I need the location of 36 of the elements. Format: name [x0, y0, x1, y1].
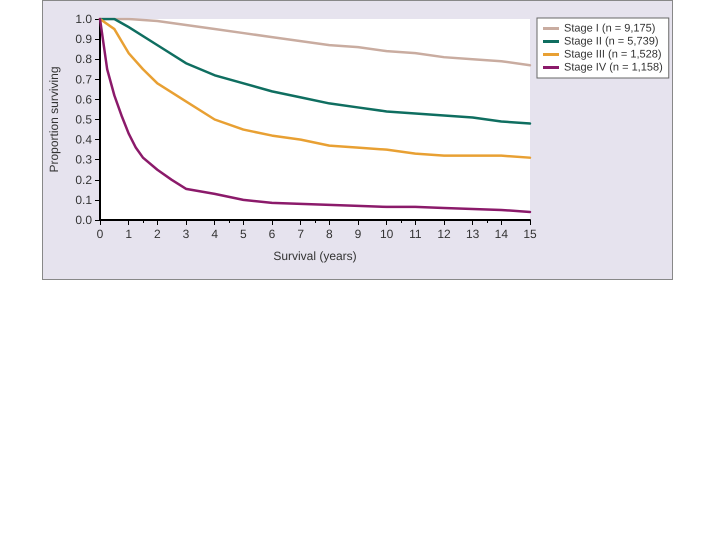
y-tick-label: 0.4	[75, 132, 92, 147]
y-tick-label: 0.6	[75, 92, 92, 106]
x-tick-label: 3	[182, 227, 190, 241]
legend-label: Stage IV (n = 1,158)	[564, 62, 663, 74]
x-tick-label: 9	[354, 227, 362, 241]
legend-label: Stage III (n = 1,528)	[564, 48, 662, 60]
x-tick-label: 8	[326, 227, 333, 241]
x-tick-label: 10	[380, 227, 394, 241]
x-tick-label: 4	[211, 227, 218, 241]
line-series	[98, 18, 532, 214]
y-tick-label: 0.2	[75, 172, 92, 187]
y-axis-title: Proportion surviving	[47, 66, 61, 173]
x-tick-label: 6	[268, 227, 276, 241]
x-tick-label: 15	[523, 227, 537, 241]
x-tick-label: 1	[125, 227, 132, 241]
x-tick-label: 11	[409, 227, 422, 241]
y-tick-label: 0.8	[75, 52, 92, 66]
y-tick-label: 0.9	[75, 32, 92, 46]
line-series	[98, 18, 532, 159]
y-tick-label: 0.3	[75, 152, 92, 167]
y-tick-label: 1.0	[75, 12, 92, 26]
x-tick-label: 14	[494, 227, 508, 241]
y-tick-label: 0.5	[75, 112, 92, 126]
y-tick-label: 0.0	[75, 213, 92, 227]
x-tick-label: 0	[96, 227, 104, 241]
x-tick-label: 13	[466, 227, 480, 241]
x-axis-title: Survival (years)	[273, 249, 357, 263]
legend-label: Stage II (n = 5,739)	[564, 36, 658, 48]
line-series	[98, 18, 532, 125]
x-tick-label: 12	[437, 227, 451, 241]
x-tick-label: 5	[240, 227, 247, 241]
x-tick-label: 2	[154, 227, 161, 241]
x-tick-label: 7	[297, 227, 304, 241]
y-tick-label: 0.1	[75, 192, 92, 207]
y-tick-label: 0.7	[75, 72, 92, 86]
legend-label: Stage I (n = 9,175)	[564, 22, 656, 34]
